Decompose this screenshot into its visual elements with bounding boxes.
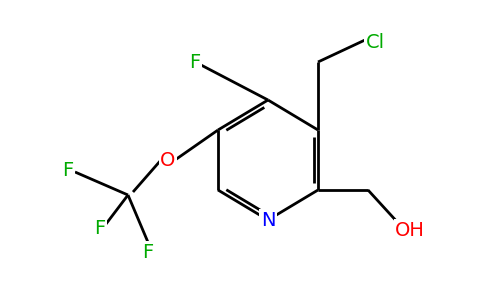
Text: N: N xyxy=(261,211,275,230)
Text: F: F xyxy=(62,160,74,179)
Text: F: F xyxy=(94,218,106,238)
Text: OH: OH xyxy=(395,220,425,239)
Text: F: F xyxy=(142,242,153,262)
Text: O: O xyxy=(160,151,176,169)
Text: F: F xyxy=(189,52,201,71)
Text: Cl: Cl xyxy=(365,32,385,52)
